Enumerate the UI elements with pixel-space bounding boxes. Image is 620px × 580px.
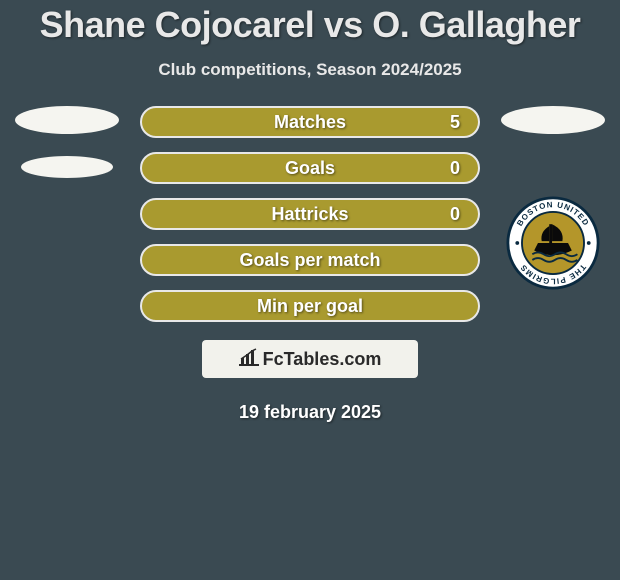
stat-value-right: 0 xyxy=(450,158,460,179)
stat-label: Hattricks xyxy=(271,204,348,225)
club-badge-icon: BOSTON UNITED THE PILGRIMS xyxy=(506,196,600,290)
stat-bar-gpm: Goals per match xyxy=(140,244,480,276)
brand-logo-text: FcTables.com xyxy=(263,349,382,370)
stat-label: Min per goal xyxy=(257,296,363,317)
stat-label: Goals per match xyxy=(239,250,380,271)
stat-bar-hattricks: Hattricks 0 xyxy=(140,198,480,230)
page-title: Shane Cojocarel vs O. Gallagher xyxy=(0,4,620,46)
stat-bar-mpg: Min per goal xyxy=(140,290,480,322)
brand-logo[interactable]: FcTables.com xyxy=(202,340,418,378)
chart-bars-icon xyxy=(239,348,259,371)
stats-column: Matches 5 Goals 0 Hattricks 0 Goals per … xyxy=(140,106,480,423)
snapshot-date: 19 february 2025 xyxy=(239,402,381,423)
player-avatar-left-2 xyxy=(21,156,113,178)
stat-value-right: 0 xyxy=(450,204,460,225)
stat-label: Matches xyxy=(274,112,346,133)
stat-bar-goals: Goals 0 xyxy=(140,152,480,184)
stat-label: Goals xyxy=(285,158,335,179)
page-subtitle: Club competitions, Season 2024/2025 xyxy=(0,60,620,80)
right-player-col: BOSTON UNITED THE PILGRIMS xyxy=(498,106,608,290)
left-player-col xyxy=(12,106,122,200)
player-avatar-right-1 xyxy=(501,106,605,134)
stat-value-right: 5 xyxy=(450,112,460,133)
player-avatar-left-1 xyxy=(15,106,119,134)
stat-bar-matches: Matches 5 xyxy=(140,106,480,138)
